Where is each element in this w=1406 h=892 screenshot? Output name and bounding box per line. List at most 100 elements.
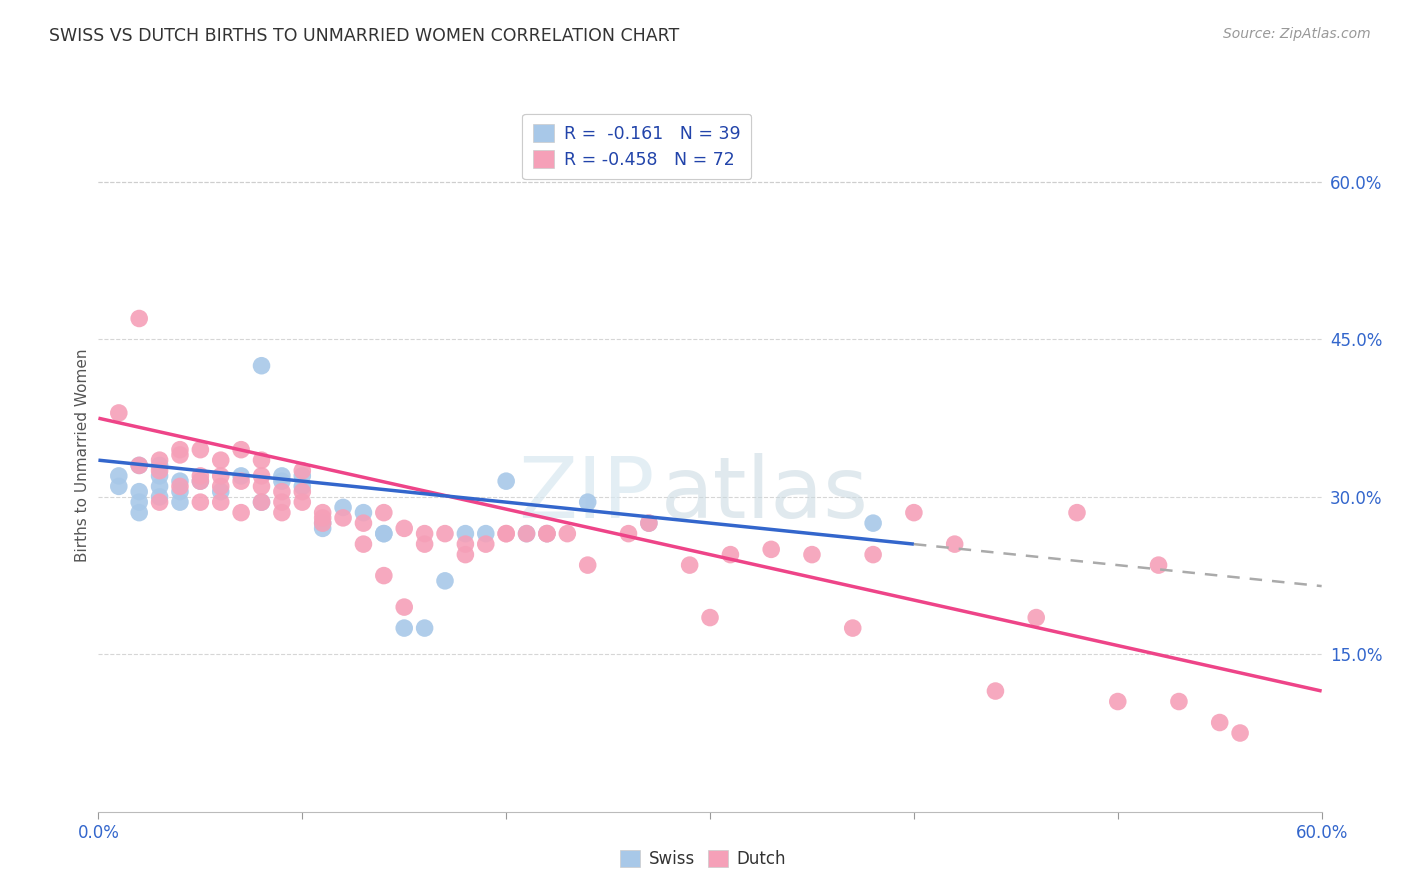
Point	[291, 484, 314, 499]
Point	[495, 526, 517, 541]
Point	[291, 479, 314, 493]
Point	[291, 469, 314, 483]
Point	[291, 464, 314, 478]
Point	[495, 526, 517, 541]
Text: Source: ZipAtlas.com: Source: ZipAtlas.com	[1223, 27, 1371, 41]
Point	[250, 495, 273, 509]
Point	[169, 495, 191, 509]
Point	[841, 621, 863, 635]
Point	[392, 621, 416, 635]
Point	[1167, 694, 1189, 708]
Legend: Swiss, Dutch: Swiss, Dutch	[613, 843, 793, 875]
Point	[454, 537, 477, 551]
Point	[231, 442, 253, 457]
Point	[1229, 726, 1251, 740]
Legend: R =  -0.161   N = 39, R = -0.458   N = 72: R = -0.161 N = 39, R = -0.458 N = 72	[522, 114, 751, 179]
Point	[128, 458, 150, 473]
Point	[1147, 558, 1170, 573]
Point	[250, 469, 273, 483]
Point	[188, 495, 212, 509]
Point	[373, 506, 395, 520]
Point	[392, 521, 416, 535]
Point	[638, 516, 661, 530]
Point	[128, 495, 150, 509]
Point	[984, 684, 1007, 698]
Point	[209, 484, 232, 499]
Point	[434, 574, 457, 588]
Point	[169, 479, 191, 493]
Point	[128, 484, 150, 499]
Point	[108, 469, 131, 483]
Point	[352, 537, 374, 551]
Point	[1066, 506, 1088, 520]
Point	[495, 474, 517, 488]
Point	[1209, 715, 1232, 730]
Point	[332, 500, 354, 515]
Point	[250, 359, 273, 373]
Text: SWISS VS DUTCH BIRTHS TO UNMARRIED WOMEN CORRELATION CHART: SWISS VS DUTCH BIRTHS TO UNMARRIED WOMEN…	[49, 27, 679, 45]
Text: atlas: atlas	[661, 452, 869, 536]
Point	[516, 526, 538, 541]
Point	[801, 548, 824, 562]
Point	[149, 458, 172, 473]
Point	[250, 495, 273, 509]
Point	[943, 537, 966, 551]
Point	[169, 484, 191, 499]
Point	[128, 458, 150, 473]
Point	[312, 506, 335, 520]
Point	[149, 453, 172, 467]
Point	[373, 526, 395, 541]
Point	[149, 479, 172, 493]
Point	[270, 474, 294, 488]
Point	[679, 558, 702, 573]
Point	[149, 495, 172, 509]
Point	[250, 453, 273, 467]
Text: ZIP: ZIP	[519, 452, 655, 536]
Point	[373, 526, 395, 541]
Point	[312, 516, 335, 530]
Point	[231, 469, 253, 483]
Point	[169, 442, 191, 457]
Point	[474, 526, 498, 541]
Point	[699, 610, 721, 624]
Point	[516, 526, 538, 541]
Point	[188, 474, 212, 488]
Point	[536, 526, 558, 541]
Point	[270, 484, 294, 499]
Point	[434, 526, 457, 541]
Point	[108, 406, 131, 420]
Point	[270, 506, 294, 520]
Point	[576, 495, 599, 509]
Point	[903, 506, 925, 520]
Point	[188, 474, 212, 488]
Point	[169, 448, 191, 462]
Point	[312, 516, 335, 530]
Point	[332, 511, 354, 525]
Point	[149, 469, 172, 483]
Point	[352, 506, 374, 520]
Point	[720, 548, 742, 562]
Point	[188, 442, 212, 457]
Point	[149, 464, 172, 478]
Point	[392, 600, 416, 615]
Point	[638, 516, 661, 530]
Point	[250, 479, 273, 493]
Point	[536, 526, 558, 541]
Point	[454, 526, 477, 541]
Point	[1107, 694, 1129, 708]
Point	[862, 548, 884, 562]
Point	[270, 469, 294, 483]
Point	[209, 479, 232, 493]
Point	[373, 568, 395, 582]
Point	[169, 474, 191, 488]
Point	[761, 542, 783, 557]
Point	[352, 516, 374, 530]
Point	[108, 479, 131, 493]
Point	[557, 526, 579, 541]
Point	[291, 495, 314, 509]
Point	[231, 474, 253, 488]
Point	[1025, 610, 1047, 624]
Point	[231, 506, 253, 520]
Point	[128, 506, 150, 520]
Point	[128, 311, 150, 326]
